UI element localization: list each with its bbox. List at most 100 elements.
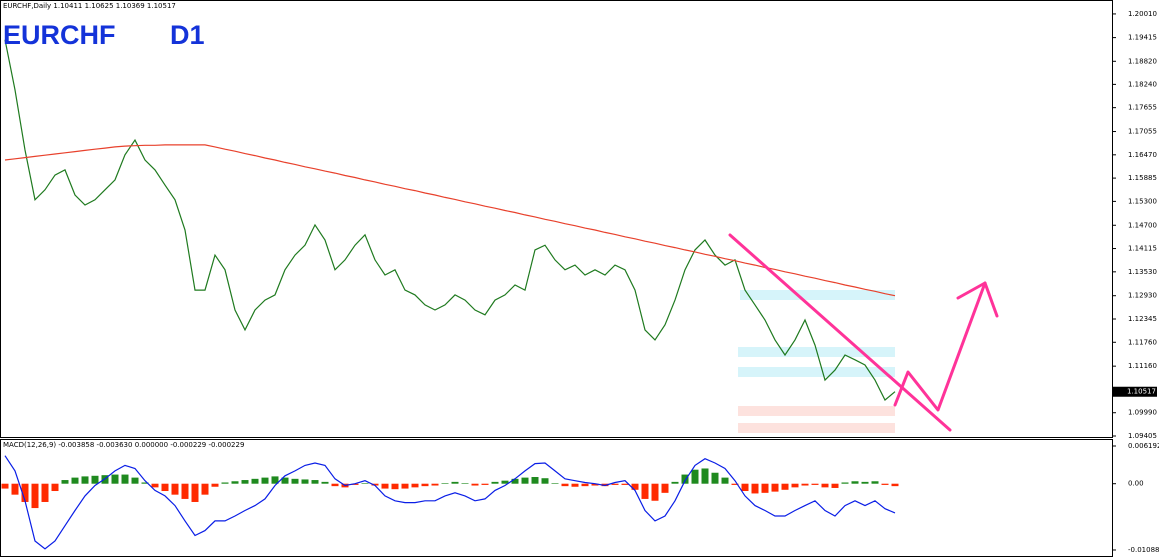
histogram-bar	[461, 483, 469, 484]
histogram-bar	[511, 478, 519, 484]
zone	[738, 423, 895, 433]
y-tick-label: 1.11760	[1128, 338, 1157, 346]
histogram-bar	[861, 481, 869, 484]
histogram-bar	[591, 483, 599, 486]
symbol-info: EURCHF,Daily 1.10411 1.10625 1.10369 1.1…	[3, 2, 176, 10]
zone	[738, 367, 895, 377]
histogram-bar	[301, 479, 309, 484]
y-tick-label: 0.006192	[1128, 442, 1159, 450]
y-tick-label: 1.12930	[1128, 292, 1157, 300]
histogram-bar	[351, 483, 359, 485]
last-price-box	[1113, 386, 1157, 397]
histogram-bar	[771, 483, 779, 492]
histogram-bar	[411, 483, 419, 488]
y-tick-label: 1.14700	[1128, 221, 1157, 229]
y-tick-label: 1.17655	[1128, 104, 1157, 112]
y-tick-label: 0.00	[1128, 480, 1144, 488]
series-line	[4, 144, 896, 297]
histogram-bar	[451, 481, 459, 484]
y-tick-label: 1.13530	[1128, 268, 1157, 276]
histogram-bar	[751, 483, 759, 494]
histogram-bar	[331, 483, 339, 487]
y-tick-label: 1.16470	[1128, 151, 1157, 159]
y-tick-label: 1.20010	[1128, 10, 1157, 18]
histogram-bar	[711, 472, 719, 484]
projection-arrow	[893, 281, 987, 412]
histogram-bar	[681, 474, 689, 484]
histogram-bar	[21, 483, 29, 502]
histogram-bar	[371, 483, 379, 486]
y-tick-label: 1.15300	[1128, 197, 1157, 205]
histogram-bar	[781, 483, 789, 490]
histogram-bar	[851, 481, 859, 484]
histogram-bar	[251, 478, 259, 484]
y-tick-label: 1.19415	[1128, 34, 1157, 42]
histogram-bar	[441, 483, 449, 484]
histogram-bar	[151, 483, 159, 488]
histogram-bar	[231, 481, 239, 484]
histogram-bar	[621, 483, 629, 485]
histogram-bar	[221, 482, 229, 484]
y-tick-label: 1.11160	[1128, 362, 1157, 370]
histogram-bar	[881, 483, 889, 485]
histogram-bar	[141, 482, 149, 484]
histogram-bar	[311, 480, 319, 484]
histogram-bar	[421, 483, 429, 487]
histogram-bar	[321, 481, 329, 484]
histogram-bar	[581, 483, 589, 487]
histogram-bar	[841, 482, 849, 484]
histogram-bar	[131, 477, 139, 484]
macd-panel: 0.006192 0.00 -0.010882 MACD(12,26,9) -0.00…	[1, 441, 1159, 554]
y-tick-label: 1.18820	[1128, 57, 1157, 65]
histogram-bar	[611, 483, 619, 485]
histogram-bar	[541, 478, 549, 484]
histogram-bar	[361, 483, 369, 484]
drawings	[728, 233, 999, 432]
histogram-bar	[641, 483, 649, 499]
histogram-bar	[241, 480, 249, 484]
histogram-bar	[71, 477, 79, 484]
histogram-bar	[551, 483, 559, 484]
histogram-bar	[171, 483, 179, 495]
histogram-bar	[501, 480, 509, 484]
histogram-bar	[401, 483, 409, 489]
y-tick-label: 1.12345	[1128, 315, 1157, 323]
histogram-bar	[61, 480, 69, 484]
histogram-bar	[561, 483, 569, 487]
y-tick-label: 1.17055	[1128, 128, 1157, 136]
histogram-bar	[491, 481, 499, 484]
histogram-bar	[631, 483, 639, 490]
histogram-bar	[391, 483, 399, 490]
histogram-bar	[261, 477, 269, 484]
histogram-bar	[31, 483, 39, 509]
histogram-bar	[731, 483, 739, 485]
y-tick-label: 1.09405	[1128, 432, 1157, 440]
histogram-bar	[661, 483, 669, 493]
main-frame	[0, 0, 1113, 438]
histogram-bar	[871, 481, 879, 484]
y-tick-label: 1.09990	[1128, 409, 1157, 417]
histogram-bar	[381, 483, 389, 489]
series-line	[4, 455, 896, 550]
histogram-bar	[801, 483, 809, 486]
indicator-title: MACD(12,26,9) -0.003858 -0.003630 0.0000…	[3, 441, 244, 449]
zone	[740, 290, 895, 300]
price-panel: 1.20010 1.19415 1.18820 1.18240 1.17655 1.170…	[4, 10, 1157, 440]
histogram-bar	[291, 478, 299, 484]
histogram-bar	[721, 477, 729, 484]
histogram-bar	[201, 483, 209, 495]
y-tick-label: 1.18240	[1128, 80, 1157, 88]
histogram-bar	[11, 483, 19, 495]
series-line	[4, 39, 896, 401]
histogram-bar	[481, 483, 489, 485]
histogram-bar	[111, 474, 119, 484]
histogram-bar	[51, 483, 59, 492]
zone	[738, 406, 895, 416]
y-tick-label: 1.15885	[1128, 174, 1157, 182]
histogram-bar	[191, 483, 199, 502]
histogram-bar	[671, 481, 679, 484]
histogram-bar	[691, 469, 699, 484]
period-label: D1	[170, 20, 205, 50]
histogram-bar	[811, 483, 819, 485]
